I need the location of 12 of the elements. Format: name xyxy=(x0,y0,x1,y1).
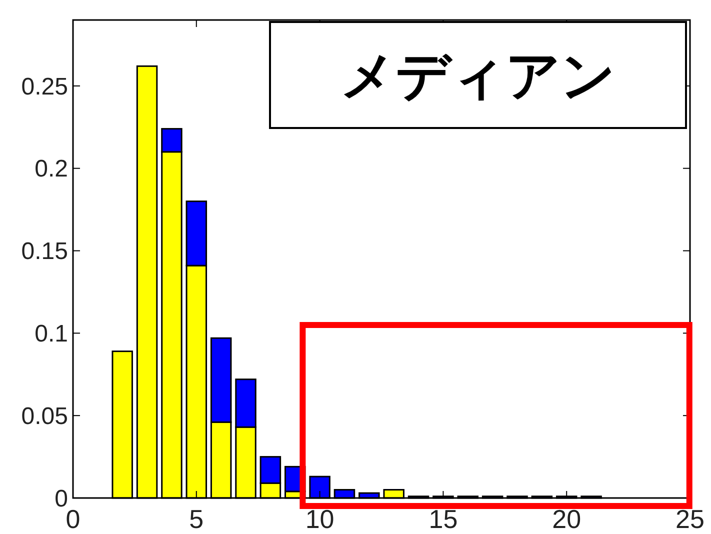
y-tick-label: 0.15 xyxy=(21,238,68,266)
x-tick-label: 25 xyxy=(676,504,704,534)
x-tick-label: 20 xyxy=(552,504,582,534)
y-tick-label: 0.2 xyxy=(34,156,68,183)
y-tick-label: 0.05 xyxy=(21,402,68,430)
y-tick-label: 0 xyxy=(54,485,68,512)
y-tick-label: 0.1 xyxy=(34,320,68,348)
annotation: メディアン xyxy=(340,46,616,106)
x-tick-label: 15 xyxy=(428,504,458,534)
x-tick-label: 10 xyxy=(305,504,334,534)
x-tick-label: 5 xyxy=(189,504,204,534)
y-tick-label: 0.25 xyxy=(21,73,68,100)
